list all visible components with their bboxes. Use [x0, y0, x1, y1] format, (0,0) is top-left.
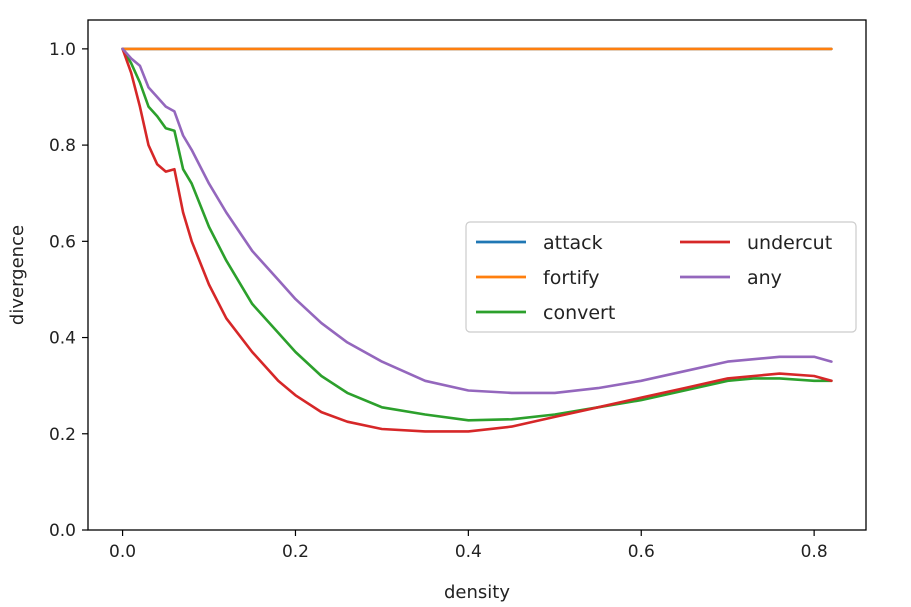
- legend: attack fortify convert undercut any: [465, 221, 857, 333]
- x-tick-label: 0.2: [282, 542, 309, 562]
- y-tick-label: 0.2: [49, 425, 76, 445]
- legend-label-convert: convert: [543, 302, 615, 324]
- series-line-convert: [121, 47, 833, 422]
- series-line-undercut: [121, 47, 833, 433]
- series-layer: [121, 47, 833, 433]
- x-tick-label: 0.0: [109, 542, 136, 562]
- x-tick-label: 0.6: [628, 542, 655, 562]
- y-tick-label: 0.6: [49, 232, 76, 252]
- x-axis-label: density: [444, 582, 510, 603]
- x-tick-label: 0.8: [801, 542, 828, 562]
- plot-frame: [87, 19, 867, 531]
- y-tick-label: 0.4: [49, 329, 76, 349]
- y-tick-label: 0.8: [49, 136, 76, 156]
- x-tick-label: 0.4: [455, 542, 482, 562]
- y-tick-label: 0.0: [49, 521, 76, 541]
- legend-label-attack: attack: [543, 232, 603, 254]
- legend-label-fortify: fortify: [543, 267, 599, 289]
- legend-label-any: any: [747, 267, 782, 289]
- legend-box: [465, 221, 857, 333]
- y-axis-label: divergence: [7, 225, 28, 325]
- ticks-layer: 0.0 0.2 0.4 0.6 0.8 0.0 0.2 0.4 0.6 0.8 1.0: [49, 40, 828, 562]
- y-tick-label: 1.0: [49, 40, 76, 60]
- legend-label-undercut: undercut: [747, 232, 832, 254]
- series-line-any: [121, 47, 833, 395]
